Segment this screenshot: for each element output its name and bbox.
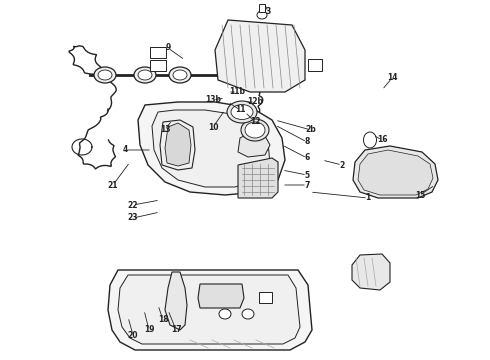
Text: 13: 13 [160, 126, 170, 135]
Ellipse shape [98, 70, 112, 80]
FancyBboxPatch shape [150, 46, 166, 58]
Ellipse shape [134, 67, 156, 83]
Text: 11b: 11b [229, 87, 245, 96]
Ellipse shape [94, 67, 116, 83]
Polygon shape [358, 150, 433, 195]
Ellipse shape [231, 104, 253, 120]
FancyBboxPatch shape [259, 4, 265, 12]
Ellipse shape [219, 309, 231, 319]
Text: 23: 23 [128, 213, 138, 222]
Text: 21: 21 [108, 180, 118, 189]
Text: 17: 17 [171, 325, 181, 334]
Polygon shape [138, 102, 285, 195]
Text: 5: 5 [304, 171, 310, 180]
Polygon shape [198, 284, 244, 308]
Polygon shape [353, 146, 438, 198]
Text: 12: 12 [250, 117, 260, 126]
Text: 6: 6 [304, 153, 310, 162]
Ellipse shape [245, 122, 265, 138]
Ellipse shape [173, 70, 187, 80]
Ellipse shape [241, 119, 269, 141]
Polygon shape [165, 123, 191, 166]
Text: 4: 4 [122, 145, 127, 154]
FancyBboxPatch shape [259, 292, 271, 302]
Text: 2: 2 [340, 161, 344, 170]
Text: 16: 16 [377, 135, 387, 144]
Text: 20: 20 [128, 330, 138, 339]
Text: 7: 7 [304, 180, 310, 189]
Text: 9: 9 [166, 44, 171, 53]
Polygon shape [352, 254, 390, 290]
Ellipse shape [242, 309, 254, 319]
FancyBboxPatch shape [150, 59, 166, 71]
Text: 19: 19 [144, 325, 154, 334]
Polygon shape [118, 275, 300, 344]
Polygon shape [160, 120, 195, 170]
Text: 18: 18 [158, 315, 168, 324]
Text: 8: 8 [304, 138, 310, 147]
Polygon shape [165, 272, 187, 330]
Text: 13b: 13b [205, 95, 221, 104]
Text: 1: 1 [366, 194, 370, 202]
Ellipse shape [169, 67, 191, 83]
Text: 22: 22 [128, 201, 138, 210]
Text: 12b: 12b [247, 98, 263, 107]
Ellipse shape [257, 11, 267, 19]
FancyBboxPatch shape [308, 59, 322, 71]
Text: 2b: 2b [306, 126, 317, 135]
Polygon shape [108, 270, 312, 350]
Text: 15: 15 [415, 190, 425, 199]
Text: 3: 3 [266, 8, 270, 17]
Text: 14: 14 [387, 73, 397, 82]
Polygon shape [238, 158, 278, 198]
Polygon shape [238, 134, 270, 157]
Text: 10: 10 [208, 122, 218, 131]
Ellipse shape [227, 101, 257, 123]
Ellipse shape [364, 132, 376, 148]
Text: 11: 11 [235, 105, 245, 114]
Polygon shape [215, 20, 305, 92]
Ellipse shape [138, 70, 152, 80]
Polygon shape [152, 110, 270, 187]
